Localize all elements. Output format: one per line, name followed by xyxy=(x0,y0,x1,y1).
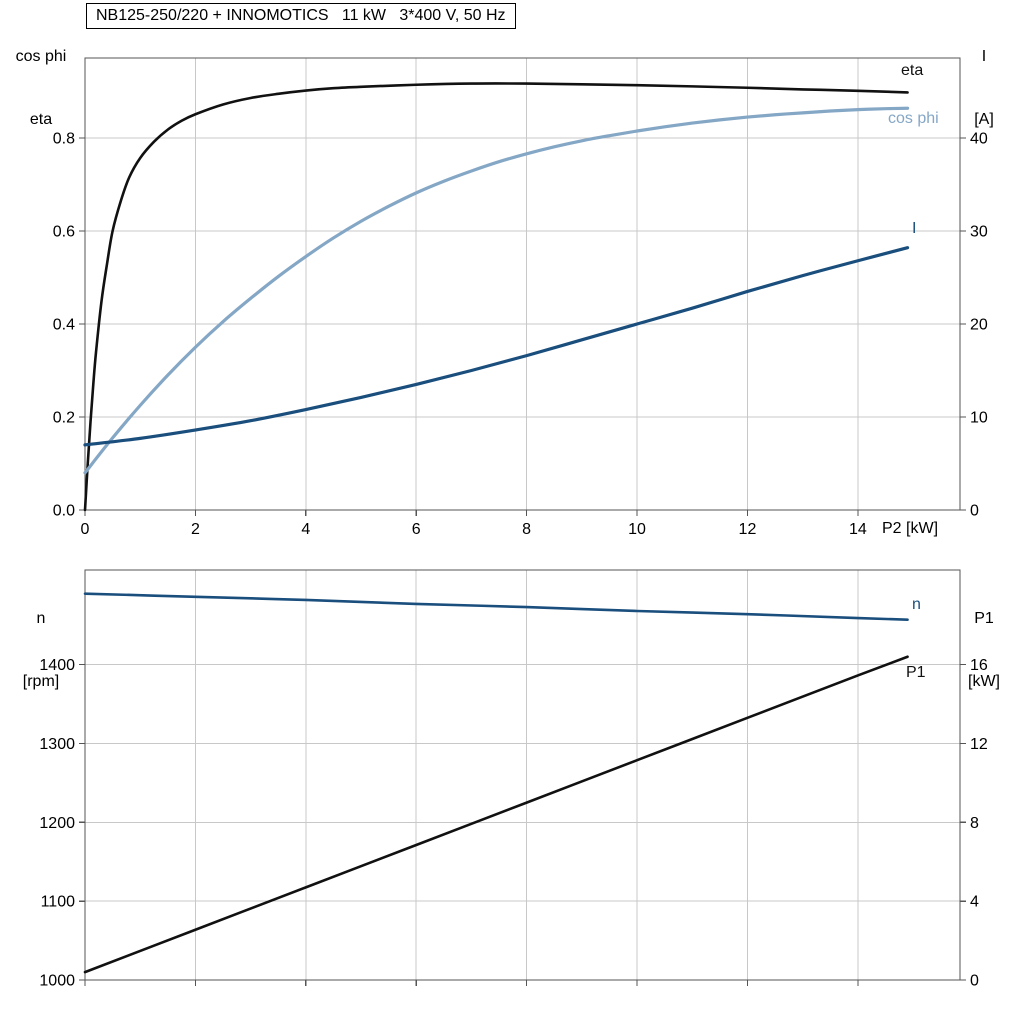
svg-text:6: 6 xyxy=(412,521,421,538)
speed-axis-label: n xyxy=(36,610,46,627)
eta-axis-label: eta xyxy=(29,111,53,128)
svg-text:1100: 1100 xyxy=(41,894,76,911)
svg-text:1300: 1300 xyxy=(39,736,75,753)
cosphi-curve-label: cos phi xyxy=(888,110,939,127)
current-curve-label: I xyxy=(912,220,917,237)
svg-text:8: 8 xyxy=(970,815,979,832)
svg-text:0.2: 0.2 xyxy=(53,409,75,426)
rpm-unit-label: [rpm] xyxy=(22,673,60,690)
svg-text:0.8: 0.8 xyxy=(53,130,75,147)
svg-text:30: 30 xyxy=(970,223,988,240)
svg-text:20: 20 xyxy=(970,316,988,333)
svg-text:1200: 1200 xyxy=(39,815,75,832)
svg-text:0: 0 xyxy=(81,521,90,538)
bottom-left-axis-label: n [rpm] xyxy=(6,566,76,734)
svg-text:12: 12 xyxy=(970,736,988,753)
eta-curve-label: eta xyxy=(901,62,924,79)
cosphi-axis-label: cos phi xyxy=(15,48,67,65)
bottom-right-axis-label: P1 [kW] xyxy=(952,566,1016,734)
svg-text:1000: 1000 xyxy=(39,973,75,990)
chart-title: NB125-250/220 + INNOMOTICS 11 kW 3*400 V… xyxy=(86,3,516,29)
svg-text:40: 40 xyxy=(970,130,988,147)
svg-text:4: 4 xyxy=(301,521,310,538)
top-left-axis-label: cos phi eta xyxy=(6,4,76,172)
svg-text:0.4: 0.4 xyxy=(53,316,75,333)
speed-curve-label: n xyxy=(912,596,921,613)
svg-text:0.0: 0.0 xyxy=(53,503,75,520)
svg-text:0: 0 xyxy=(970,973,979,990)
x-axis-label: P2 [kW] xyxy=(882,520,939,537)
svg-text:0.6: 0.6 xyxy=(53,223,75,240)
p1-curve-label: P1 xyxy=(906,664,926,681)
svg-text:12: 12 xyxy=(739,521,757,538)
p1-axis-label: P1 xyxy=(974,610,994,627)
top-right-axis-label: I [A] xyxy=(952,4,1016,172)
kw-unit-label: [kW] xyxy=(968,673,1000,690)
svg-text:10: 10 xyxy=(628,521,646,538)
svg-text:1400: 1400 xyxy=(39,657,75,674)
current-axis-label: I xyxy=(981,48,987,65)
svg-text:2: 2 xyxy=(191,521,200,538)
svg-text:8: 8 xyxy=(522,521,531,538)
svg-text:16: 16 xyxy=(970,657,988,674)
ampere-unit-label: [A] xyxy=(974,111,994,128)
svg-text:10: 10 xyxy=(970,409,988,426)
svg-text:14: 14 xyxy=(849,521,867,538)
svg-text:0: 0 xyxy=(970,503,979,520)
svg-text:4: 4 xyxy=(970,894,979,911)
